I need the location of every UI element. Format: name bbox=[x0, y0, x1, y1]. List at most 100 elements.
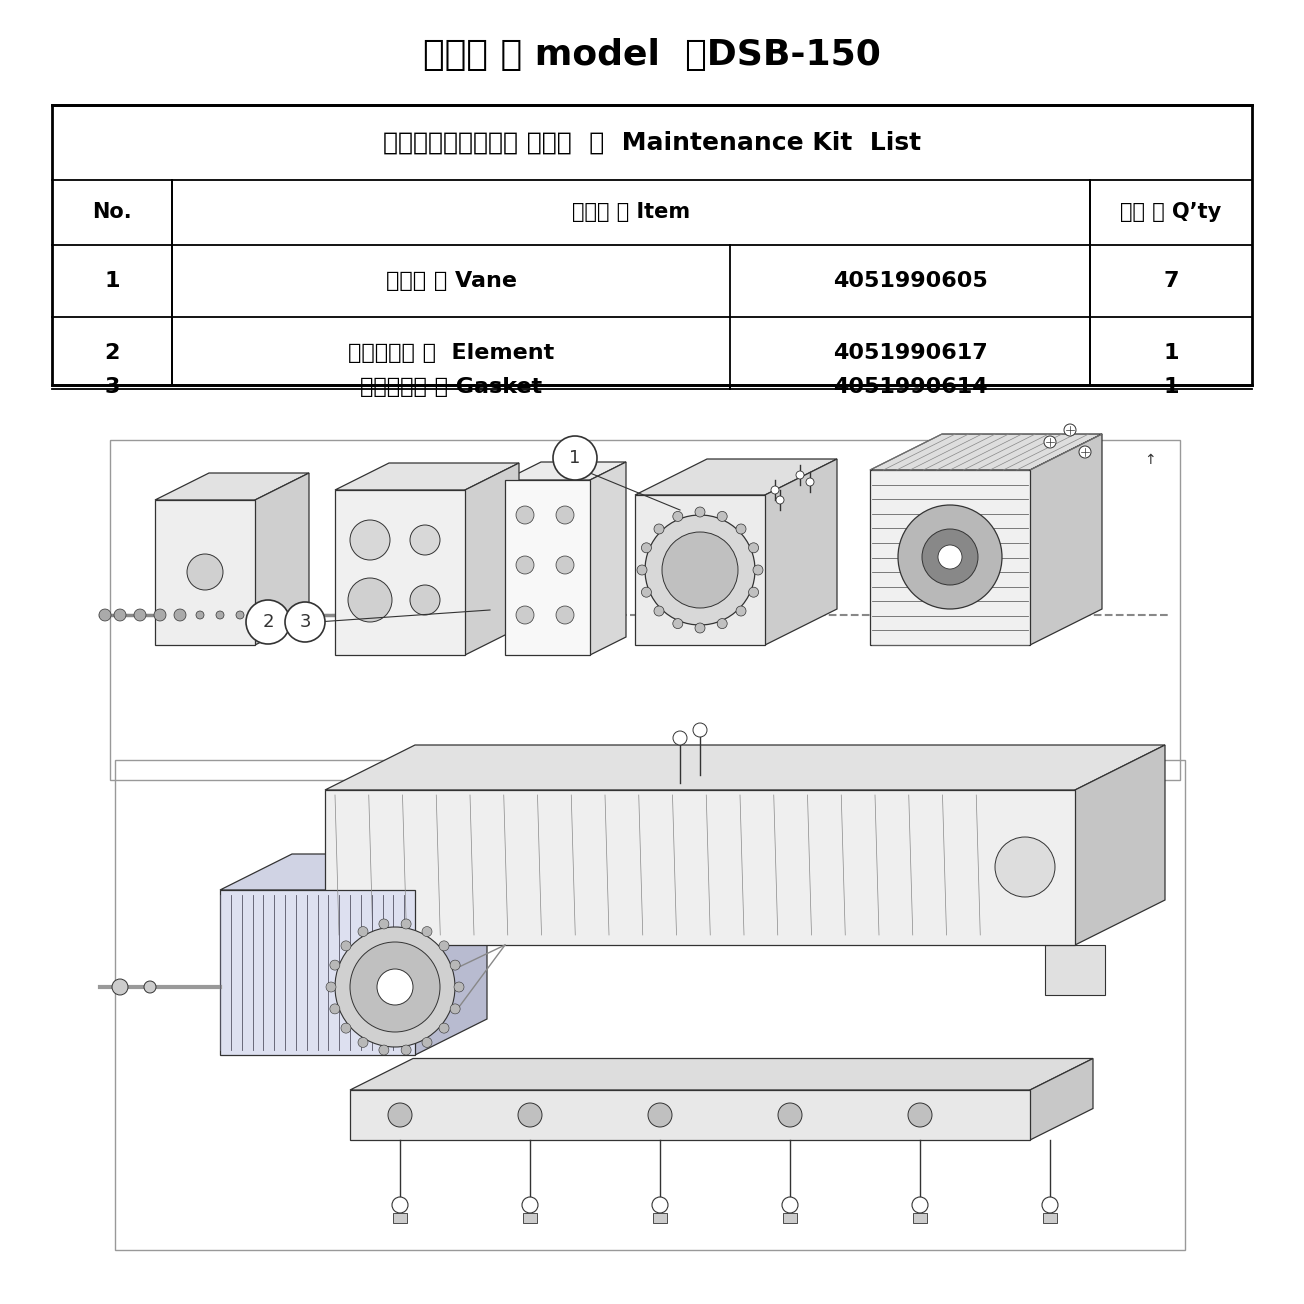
Text: 2: 2 bbox=[262, 613, 274, 631]
Circle shape bbox=[556, 506, 574, 524]
Circle shape bbox=[735, 524, 746, 533]
Polygon shape bbox=[349, 1090, 1030, 1140]
Circle shape bbox=[340, 1024, 351, 1033]
Circle shape bbox=[1045, 436, 1056, 449]
Text: 1: 1 bbox=[104, 271, 120, 291]
Polygon shape bbox=[870, 434, 1102, 469]
Circle shape bbox=[516, 556, 535, 574]
Circle shape bbox=[450, 1004, 460, 1015]
Polygon shape bbox=[305, 945, 355, 995]
Polygon shape bbox=[335, 463, 519, 490]
Bar bbox=[52, 106, 1252, 385]
Polygon shape bbox=[1074, 745, 1164, 945]
Text: 部品名 ／ Item: 部品名 ／ Item bbox=[572, 202, 690, 223]
Circle shape bbox=[143, 981, 156, 994]
Circle shape bbox=[717, 511, 728, 522]
Circle shape bbox=[692, 722, 707, 737]
Circle shape bbox=[648, 1103, 672, 1127]
Polygon shape bbox=[466, 463, 519, 655]
Circle shape bbox=[348, 578, 393, 622]
Circle shape bbox=[642, 587, 652, 597]
Circle shape bbox=[335, 927, 455, 1047]
Circle shape bbox=[782, 1197, 798, 1213]
Circle shape bbox=[806, 479, 814, 486]
Polygon shape bbox=[335, 490, 466, 655]
Polygon shape bbox=[325, 745, 1164, 790]
Circle shape bbox=[409, 526, 439, 556]
Circle shape bbox=[454, 982, 464, 992]
Circle shape bbox=[330, 1004, 340, 1015]
Text: メンテナンスキット リスト  ／  Maintenance Kit  List: メンテナンスキット リスト ／ Maintenance Kit List bbox=[383, 130, 921, 154]
Circle shape bbox=[717, 618, 728, 629]
Circle shape bbox=[516, 506, 535, 524]
Polygon shape bbox=[782, 1213, 797, 1223]
Circle shape bbox=[516, 606, 535, 625]
Circle shape bbox=[1042, 1197, 1058, 1213]
Circle shape bbox=[450, 960, 460, 970]
Circle shape bbox=[422, 1038, 432, 1047]
Circle shape bbox=[655, 606, 664, 615]
Polygon shape bbox=[256, 473, 309, 645]
Polygon shape bbox=[765, 459, 837, 645]
Circle shape bbox=[216, 612, 224, 619]
Circle shape bbox=[522, 1197, 539, 1213]
Polygon shape bbox=[349, 1059, 1093, 1090]
Text: 機種名 ／ model  ：DSB-150: 機種名 ／ model ：DSB-150 bbox=[422, 38, 882, 72]
Polygon shape bbox=[1043, 1213, 1058, 1223]
Circle shape bbox=[898, 505, 1001, 609]
Polygon shape bbox=[155, 473, 309, 499]
Text: 4051990617: 4051990617 bbox=[833, 343, 987, 363]
Bar bbox=[110, 439, 1180, 780]
Polygon shape bbox=[1030, 1059, 1093, 1140]
Polygon shape bbox=[220, 854, 486, 891]
Circle shape bbox=[518, 1103, 542, 1127]
Text: 4051990605: 4051990605 bbox=[833, 271, 987, 291]
Circle shape bbox=[695, 507, 705, 516]
Circle shape bbox=[556, 556, 574, 574]
Circle shape bbox=[99, 609, 111, 621]
Text: 3: 3 bbox=[299, 613, 310, 631]
Circle shape bbox=[655, 524, 664, 533]
Circle shape bbox=[439, 941, 449, 951]
Circle shape bbox=[652, 1197, 668, 1213]
Circle shape bbox=[556, 606, 574, 625]
Circle shape bbox=[422, 927, 432, 936]
Polygon shape bbox=[415, 854, 486, 1055]
Text: 数量 ／ Q’ty: 数量 ／ Q’ty bbox=[1120, 202, 1222, 223]
Text: ↑: ↑ bbox=[1144, 452, 1155, 467]
Polygon shape bbox=[325, 790, 1074, 945]
Circle shape bbox=[113, 609, 126, 621]
Circle shape bbox=[778, 1103, 802, 1127]
Bar bbox=[115, 760, 1185, 1251]
Text: エレメント ／  Element: エレメント ／ Element bbox=[348, 343, 554, 363]
Polygon shape bbox=[589, 462, 626, 655]
Circle shape bbox=[349, 520, 390, 559]
Circle shape bbox=[326, 982, 336, 992]
Text: 2: 2 bbox=[104, 343, 120, 363]
Circle shape bbox=[349, 941, 439, 1031]
Circle shape bbox=[134, 609, 146, 621]
Circle shape bbox=[402, 919, 411, 928]
Text: 1: 1 bbox=[1163, 377, 1179, 396]
Circle shape bbox=[439, 1024, 449, 1033]
Circle shape bbox=[154, 609, 166, 621]
Circle shape bbox=[236, 612, 244, 619]
Polygon shape bbox=[1030, 434, 1102, 645]
Circle shape bbox=[173, 609, 186, 621]
Polygon shape bbox=[393, 1213, 407, 1223]
Text: No.: No. bbox=[93, 202, 132, 223]
Polygon shape bbox=[155, 499, 256, 645]
Circle shape bbox=[389, 1103, 412, 1127]
Circle shape bbox=[379, 1045, 389, 1055]
Text: ベーン ／ Vane: ベーン ／ Vane bbox=[386, 271, 516, 291]
Circle shape bbox=[695, 623, 705, 632]
Circle shape bbox=[771, 486, 778, 494]
Circle shape bbox=[340, 941, 351, 951]
Polygon shape bbox=[635, 496, 765, 645]
Circle shape bbox=[748, 587, 759, 597]
Circle shape bbox=[911, 1197, 928, 1213]
Circle shape bbox=[377, 969, 413, 1005]
Circle shape bbox=[393, 1197, 408, 1213]
Text: 4051990614: 4051990614 bbox=[833, 377, 987, 396]
Circle shape bbox=[186, 554, 223, 589]
